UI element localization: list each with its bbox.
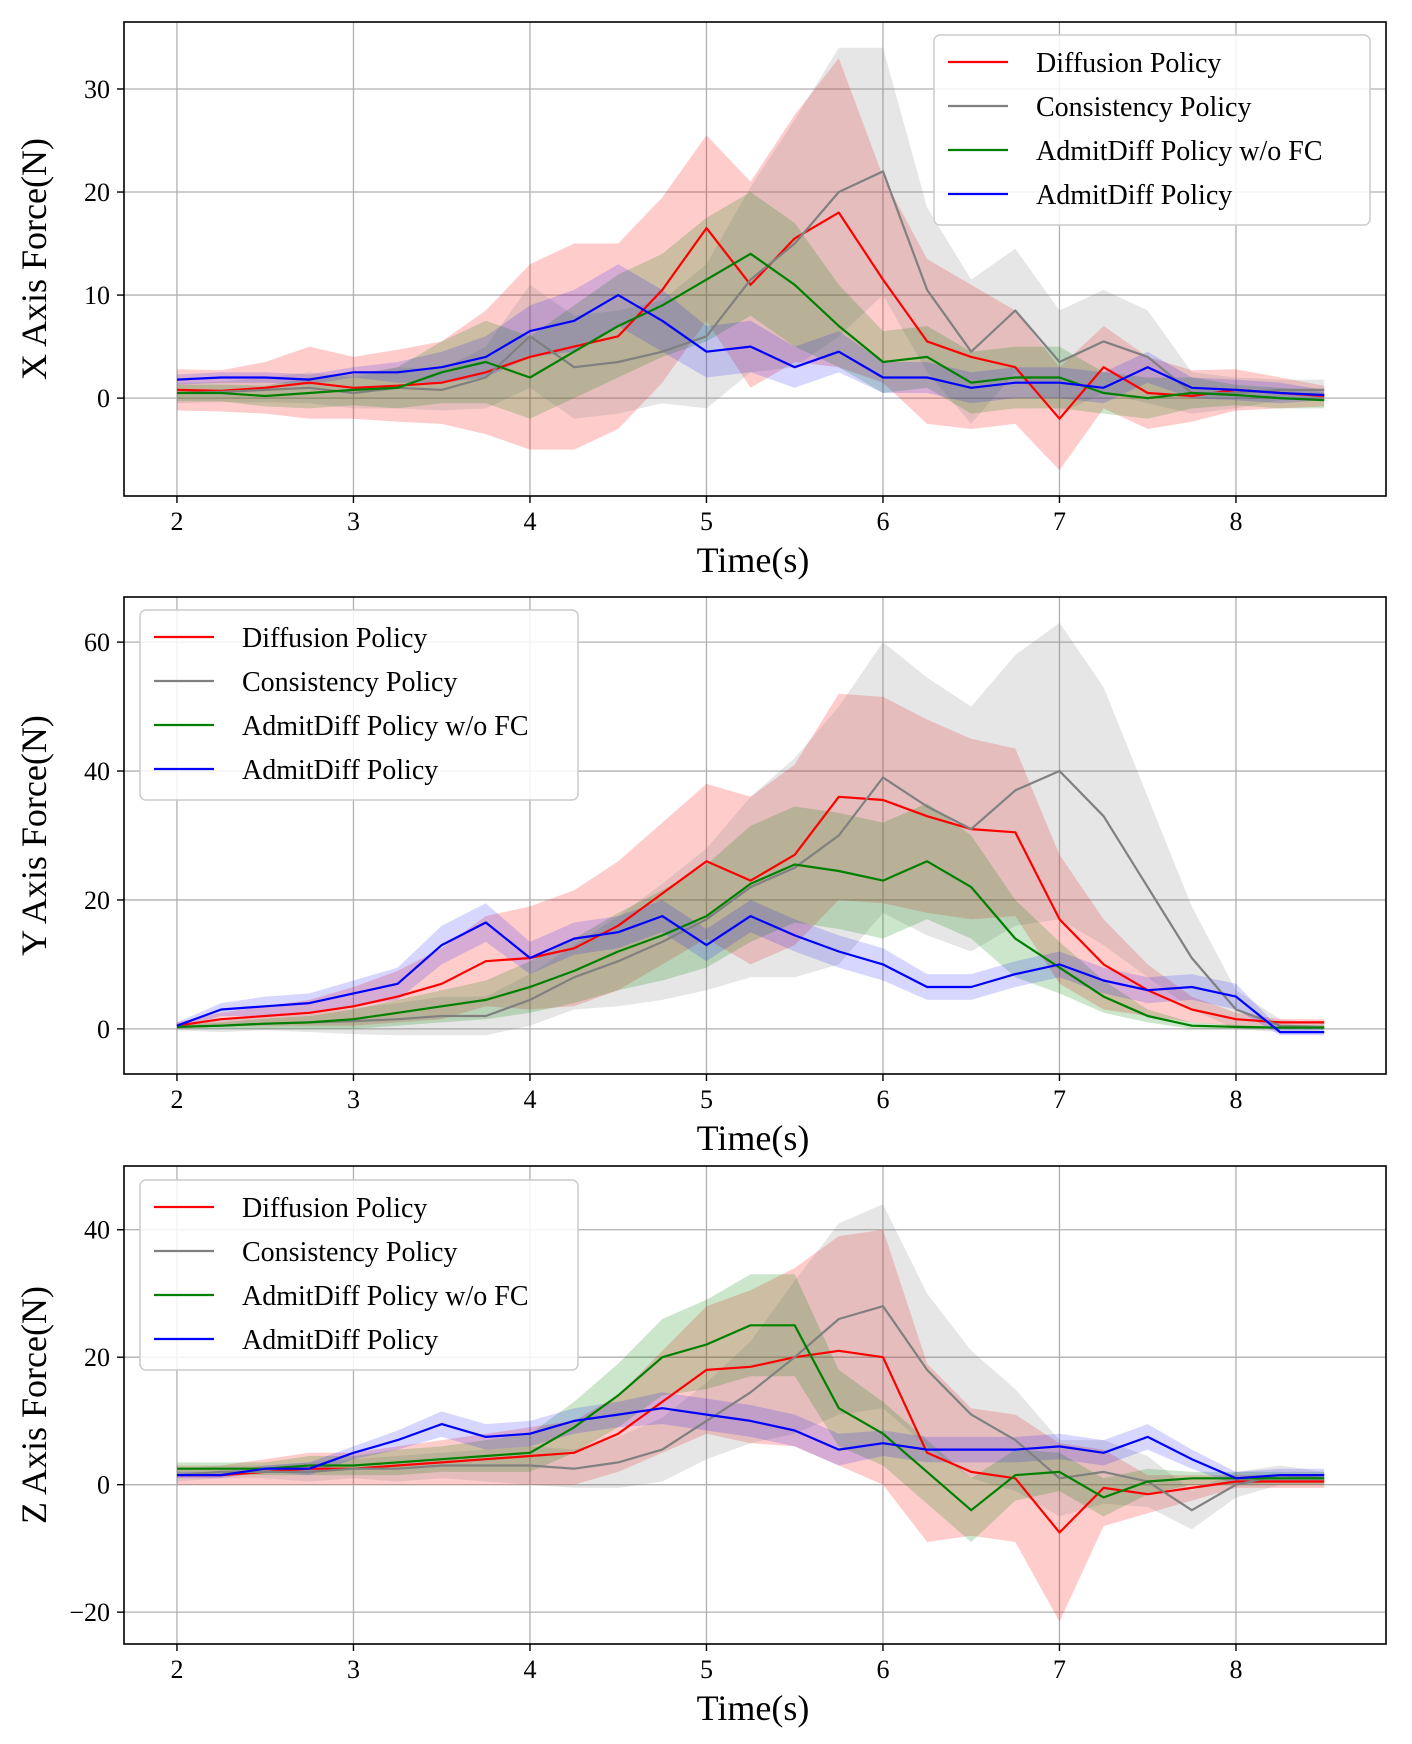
y-tick-label: 0	[97, 1015, 110, 1044]
x-tick-label: 4	[523, 1655, 536, 1684]
x-axis-label: Time(s)	[697, 1688, 810, 1728]
legend-label: AdmitDiff Policy	[242, 755, 438, 786]
legend-label: Diffusion Policy	[242, 623, 427, 654]
band-series-4	[177, 264, 1325, 404]
x-tick-label: 8	[1229, 1085, 1242, 1114]
line-series-1	[176, 211, 1325, 420]
x-tick-label: 3	[347, 507, 360, 536]
legend: Diffusion Policy Consistency Policy AdmitD…	[139, 609, 579, 801]
line-series-2	[176, 170, 1325, 395]
y-tick-label: 0	[97, 1471, 110, 1500]
panel-3: 2 3 4 5 6 7 8 −20 0 20 40 Time(s) Z Axis Force(N) Dif…	[14, 1165, 1387, 1728]
y-tick-label: 60	[84, 628, 110, 657]
x-tick-label: 3	[347, 1655, 360, 1684]
x-tick-label: 7	[1053, 507, 1066, 536]
line-series-2	[176, 769, 1325, 1028]
x-tick-label: 5	[700, 1085, 713, 1114]
y-axis-label: X Axis Force(N)	[14, 138, 54, 380]
band-series-2	[177, 47, 1325, 424]
y-tick-label: 20	[84, 178, 110, 207]
legend: Diffusion Policy Consistency Policy AdmitD…	[933, 34, 1371, 226]
line-series-3	[176, 860, 1325, 1029]
line-series-4	[176, 914, 1325, 1034]
line-series-1	[176, 795, 1325, 1027]
line-series-2	[176, 1305, 1325, 1512]
x-tick-label: 6	[876, 1085, 889, 1114]
plot-frame	[123, 21, 1387, 497]
y-tick-label: 20	[84, 886, 110, 915]
legend: Diffusion Policy Consistency Policy AdmitD…	[139, 1179, 579, 1371]
band-series-3	[177, 1274, 1325, 1542]
legend-label: AdmitDiff Policy w/o FC	[242, 711, 529, 742]
legend-box	[139, 1179, 579, 1371]
x-tick-label: 2	[170, 1085, 183, 1114]
panel-2: 2 3 4 5 6 7 8 0 20 40 60 Time(s) Y Axis Force(N) Diff…	[14, 596, 1387, 1158]
x-tick-label: 8	[1229, 1655, 1242, 1684]
x-tick-label: 5	[700, 507, 713, 536]
y-tick-label: 40	[84, 757, 110, 786]
y-tick-label: 30	[84, 75, 110, 104]
x-tick-label: 8	[1229, 507, 1242, 536]
x-tick-label: 4	[523, 1085, 536, 1114]
line-series-4	[177, 1407, 1325, 1480]
legend-label: AdmitDiff Policy w/o FC	[1036, 136, 1323, 167]
y-tick-label: 0	[97, 384, 110, 413]
legend-label: AdmitDiff Policy	[242, 1325, 438, 1356]
plot-frame	[123, 596, 1387, 1075]
legend-label: AdmitDiff Policy	[1036, 180, 1232, 211]
legend-label: Diffusion Policy	[1036, 48, 1221, 79]
panel-1: 2 3 4 5 6 7 8 0 10 20 30 Time(s) X Axis Force(N) Diff…	[14, 21, 1387, 580]
x-axis-label: Time(s)	[697, 1118, 810, 1158]
legend-box	[933, 34, 1371, 226]
x-tick-label: 2	[170, 507, 183, 536]
x-tick-label: 3	[347, 1085, 360, 1114]
x-tick-label: 6	[876, 507, 889, 536]
y-tick-label: 40	[84, 1216, 110, 1245]
x-tick-label: 2	[170, 1655, 183, 1684]
legend-label: Consistency Policy	[242, 667, 457, 698]
legend-label: Diffusion Policy	[242, 1193, 427, 1224]
y-tick-label: −20	[69, 1598, 110, 1627]
y-axis-label: Y Axis Force(N)	[14, 715, 54, 956]
x-tick-label: 5	[700, 1655, 713, 1684]
band-series-1	[177, 1229, 1325, 1622]
band-series-2	[177, 622, 1325, 1036]
y-tick-label: 20	[84, 1343, 110, 1372]
x-tick-label: 7	[1053, 1085, 1066, 1114]
x-tick-label: 7	[1053, 1655, 1066, 1684]
line-series-3	[177, 1324, 1325, 1512]
line-series-3	[177, 252, 1325, 402]
x-tick-label: 4	[523, 507, 536, 536]
grid	[124, 597, 1386, 1074]
band-series-4	[177, 1392, 1325, 1485]
x-axis-label: Time(s)	[697, 540, 810, 580]
legend-label: Consistency Policy	[242, 1237, 457, 1268]
y-axis-label: Z Axis Force(N)	[14, 1286, 54, 1524]
y-tick-label: 10	[84, 281, 110, 310]
line-series-4	[176, 294, 1325, 397]
legend-label: Consistency Policy	[1036, 92, 1251, 123]
plot-frame	[123, 1165, 1387, 1645]
legend-box	[139, 609, 579, 801]
band-series-1	[177, 693, 1325, 1029]
legend-label: AdmitDiff Policy w/o FC	[242, 1281, 529, 1312]
x-tick-label: 6	[876, 1655, 889, 1684]
